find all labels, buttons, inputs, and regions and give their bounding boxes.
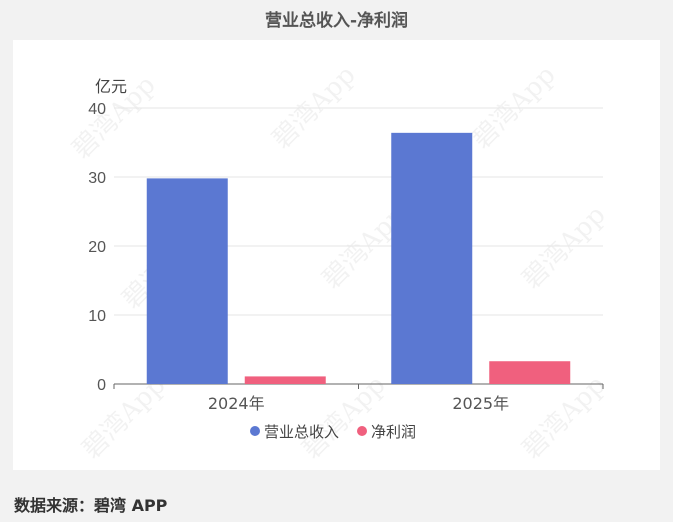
legend-label: 净利润: [371, 423, 416, 441]
y-tick-label: 20: [88, 239, 106, 256]
bar-revenue: [146, 178, 228, 384]
y-tick-label: 0: [97, 377, 106, 394]
chart-title: 营业总收入-净利润: [264, 11, 409, 31]
data-source-note: 数据来源：碧湾 APP: [14, 496, 168, 515]
legend-label: 营业总收入: [264, 423, 339, 441]
legend-marker: [250, 426, 260, 436]
bar-net-profit: [244, 376, 326, 384]
x-tick-label: 2025年: [452, 394, 509, 413]
bar-revenue: [391, 132, 473, 384]
y-tick-label: 10: [88, 308, 106, 325]
x-tick-label: 2024年: [208, 394, 265, 413]
y-axis-label: 亿元: [95, 77, 127, 96]
y-tick-label: 40: [88, 101, 106, 118]
bar-net-profit: [489, 361, 571, 384]
chart-panel: 碧湾App 碧湾App 碧湾App 碧湾App 碧湾App 碧湾App 碧湾App 碧湾App…: [13, 40, 660, 470]
legend-marker: [357, 426, 367, 436]
y-tick-label: 30: [88, 170, 106, 187]
watermark-text: 碧湾App: [517, 200, 612, 295]
